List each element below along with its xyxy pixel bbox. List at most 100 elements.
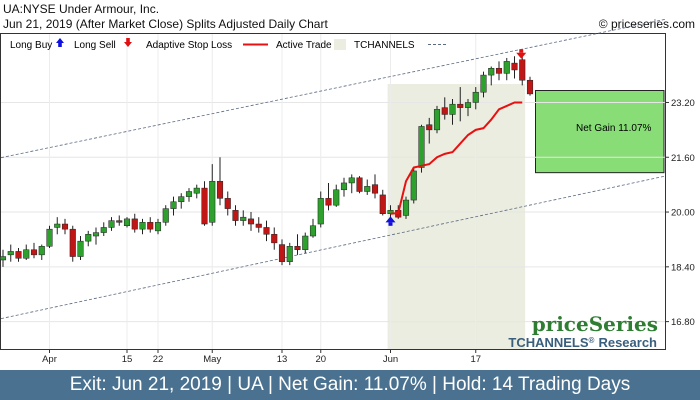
candle-body xyxy=(92,232,100,237)
candle-body xyxy=(286,246,293,262)
candle-body xyxy=(433,109,441,131)
up-arrow-icon xyxy=(56,38,64,43)
y-tick-label: 21.60 xyxy=(671,153,695,164)
candle-body xyxy=(356,177,363,192)
candle-body xyxy=(441,107,448,115)
candle-body xyxy=(418,126,425,168)
net-gain-box xyxy=(535,89,665,174)
candle-body xyxy=(379,194,386,215)
active-trade-swatch xyxy=(334,39,346,50)
buy-arrow-stem-icon xyxy=(388,222,393,226)
research-word: Research xyxy=(598,335,657,350)
legend: Long Buy Long Sell Adaptive Stop Loss Ac… xyxy=(10,38,448,51)
buy-arrow-icon xyxy=(385,216,396,223)
up-arrow-stem-icon xyxy=(58,43,62,47)
candle-body xyxy=(85,234,92,242)
down-arrow-icon xyxy=(124,42,132,47)
net-gain-label: Net Gain 11.07% xyxy=(576,123,652,134)
sell-arrow-icon xyxy=(516,52,527,59)
priceseries-logo: priceSeries xyxy=(532,312,658,336)
candle-body xyxy=(480,74,487,93)
candle-body xyxy=(54,223,61,228)
candle-body xyxy=(503,61,510,74)
candle-body xyxy=(116,220,123,223)
candle-body xyxy=(340,182,348,191)
candle-body xyxy=(162,208,169,223)
candle-body xyxy=(255,223,262,228)
candle-body xyxy=(216,180,224,199)
y-tick-label: 18.40 xyxy=(671,262,695,273)
candle-body xyxy=(193,187,200,194)
candle-body xyxy=(201,187,208,225)
candle-body xyxy=(0,256,7,261)
trade-summary-footer: Exit: Jun 21, 2019 | UA | Net Gain: 11.0… xyxy=(0,370,700,400)
x-tick-label: 15 xyxy=(122,354,133,365)
tchannel-lower-line xyxy=(0,175,666,320)
x-tick-label: Jun xyxy=(383,354,398,365)
candle-body xyxy=(457,103,464,108)
candle-body xyxy=(247,218,255,225)
tchannel-upper-line xyxy=(0,18,666,159)
candle-body xyxy=(15,251,22,259)
candle-body xyxy=(209,180,216,223)
candle-body xyxy=(263,227,270,235)
x-tick-label: 20 xyxy=(315,354,326,365)
chart-subtitle: Jun 21, 2019 (After Market Close) Splits… xyxy=(3,17,328,31)
x-tick-label: 17 xyxy=(470,354,481,365)
candle-body xyxy=(488,67,495,76)
y-tick-label: 23.20 xyxy=(671,98,695,109)
candle-body xyxy=(38,246,45,256)
candle-body xyxy=(519,59,526,81)
candle-body xyxy=(131,218,138,230)
candle-body xyxy=(449,103,456,115)
price-chart: 16.80 18.40 20.00 21.60 23.20 Apr 15 22 May 13 20 J… xyxy=(0,18,695,365)
candle-body xyxy=(309,225,317,237)
tchannels-word: TCHANNELS xyxy=(508,335,588,350)
candle-body xyxy=(348,177,355,184)
candle-body xyxy=(46,228,53,247)
x-tick-label: May xyxy=(203,354,221,365)
x-tick-label: Apr xyxy=(42,354,57,365)
candle-body xyxy=(240,216,247,221)
candle-body xyxy=(77,240,84,257)
candle-body xyxy=(302,235,309,250)
candle-body xyxy=(526,79,534,95)
candle-body xyxy=(224,198,231,209)
chart-title: UA:NYSE Under Armour, Inc. xyxy=(3,2,160,16)
candle-body xyxy=(154,222,162,232)
candle-body xyxy=(271,234,278,244)
candle-body xyxy=(170,201,177,209)
candle-body xyxy=(495,67,503,74)
legend-adaptive-stop-label: Adaptive Stop Loss xyxy=(146,40,232,51)
candle-body xyxy=(387,210,394,215)
candle-body xyxy=(278,244,286,262)
candle-body xyxy=(410,170,417,201)
legend-long-buy-label: Long Buy xyxy=(10,40,52,51)
candle-body xyxy=(364,186,371,192)
candle-body xyxy=(100,227,107,233)
candle-body xyxy=(139,222,146,230)
copyright-link[interactable]: © priceseries.com xyxy=(598,17,695,31)
adaptive-stop-line xyxy=(390,101,523,215)
candle-body xyxy=(108,220,115,228)
sell-arrow-stem-icon xyxy=(519,49,524,53)
x-tick-label: 22 xyxy=(153,354,164,365)
candle-body xyxy=(69,228,76,257)
candle-body xyxy=(325,198,332,206)
candle-body xyxy=(464,102,472,108)
y-tick-label: 16.80 xyxy=(671,317,695,328)
candle-body xyxy=(402,199,410,216)
candle-body xyxy=(232,210,239,221)
candle-body xyxy=(147,222,154,230)
active-trade-region xyxy=(387,84,526,349)
candle-body xyxy=(23,249,30,259)
legend-long-sell-label: Long Sell xyxy=(74,40,116,51)
candle-body xyxy=(30,249,38,256)
candle-body xyxy=(426,124,433,131)
candle-body xyxy=(371,184,379,194)
down-arrow-stem-icon xyxy=(126,38,130,42)
legend-tchannels-label: TCHANNELS xyxy=(354,40,415,51)
plot-frame xyxy=(0,33,666,350)
candle-body xyxy=(472,91,479,103)
candle-body xyxy=(185,191,193,197)
